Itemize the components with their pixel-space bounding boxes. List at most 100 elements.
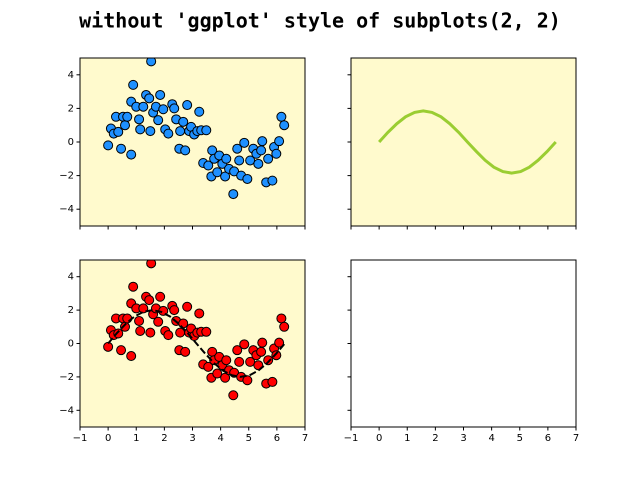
point	[271, 148, 282, 159]
point	[257, 136, 268, 147]
x-tick-label: −1	[73, 433, 88, 444]
y-tick-label: 2	[68, 103, 74, 114]
point	[163, 128, 174, 139]
point	[120, 120, 130, 131]
point	[135, 325, 146, 336]
point	[239, 137, 250, 148]
point	[194, 308, 205, 319]
x-tick-label: 6	[274, 433, 280, 444]
y-tick-label: 0	[68, 137, 74, 148]
point	[144, 93, 155, 104]
point	[144, 295, 155, 306]
point	[163, 330, 174, 341]
point	[103, 341, 114, 352]
y-tick-label: 2	[68, 305, 74, 316]
point	[276, 111, 287, 122]
point	[201, 125, 212, 136]
point	[134, 114, 145, 125]
point	[279, 321, 290, 332]
point	[274, 136, 285, 147]
point	[212, 368, 223, 379]
point	[242, 375, 253, 386]
point	[126, 149, 137, 160]
point	[134, 315, 145, 326]
point	[271, 350, 282, 361]
point	[239, 339, 250, 350]
x-tick-label: 4	[488, 433, 494, 444]
x-tick-label: −1	[344, 433, 359, 444]
x-tick-label: 3	[460, 433, 466, 444]
point	[182, 100, 193, 111]
axes-background	[351, 58, 576, 226]
point	[263, 355, 274, 366]
point	[113, 126, 124, 137]
y-tick-label: −2	[59, 372, 74, 383]
x-tick-label: 5	[517, 433, 523, 444]
x-tick-label: 6	[545, 433, 551, 444]
y-tick-label: −4	[59, 405, 74, 416]
point	[194, 106, 205, 117]
y-tick-label: −4	[59, 204, 74, 215]
point	[145, 126, 156, 137]
point	[201, 326, 212, 337]
point	[178, 116, 189, 127]
point	[153, 316, 164, 327]
point	[232, 345, 243, 356]
point	[122, 313, 133, 324]
figure-title: without 'ggplot' style of subplots(2, 2)	[79, 9, 561, 33]
point	[242, 173, 253, 184]
point	[180, 145, 191, 156]
point	[253, 158, 264, 169]
point	[158, 104, 169, 115]
axes-background	[351, 260, 576, 427]
point	[267, 376, 278, 387]
axes-background	[80, 58, 305, 226]
point	[145, 327, 156, 338]
x-tick-label: 1	[133, 433, 139, 444]
x-tick-label: 3	[189, 433, 195, 444]
point	[228, 189, 239, 200]
point	[234, 155, 245, 166]
point	[263, 153, 274, 164]
point	[128, 281, 139, 292]
y-tick-label: 0	[68, 339, 74, 350]
point	[256, 346, 267, 357]
point	[182, 301, 193, 312]
point	[135, 124, 146, 135]
x-tick-label: 1	[404, 433, 410, 444]
point	[113, 328, 124, 339]
line	[378, 109, 557, 175]
point	[116, 143, 127, 154]
x-tick-label: 2	[161, 433, 167, 444]
point	[279, 120, 290, 131]
point	[203, 160, 214, 171]
point	[155, 291, 166, 302]
point	[116, 345, 127, 356]
x-tick-label: 7	[302, 433, 308, 444]
point	[126, 351, 137, 362]
point	[203, 361, 214, 372]
x-tick-label: 4	[217, 433, 223, 444]
point	[257, 337, 268, 348]
point	[169, 103, 180, 114]
point	[276, 313, 287, 324]
y-tick-label: −2	[59, 171, 74, 182]
point	[221, 355, 232, 366]
x-tick-label: 0	[376, 433, 382, 444]
point	[153, 115, 164, 126]
point	[221, 153, 232, 164]
axes-background	[80, 260, 305, 427]
line	[107, 309, 286, 378]
point	[228, 390, 239, 401]
point	[256, 145, 267, 156]
point	[169, 305, 180, 316]
point	[128, 79, 139, 90]
y-tick-label: 4	[68, 272, 74, 283]
point	[175, 126, 186, 137]
point	[234, 356, 245, 367]
point	[274, 337, 285, 348]
point	[122, 111, 133, 122]
point	[232, 143, 243, 154]
